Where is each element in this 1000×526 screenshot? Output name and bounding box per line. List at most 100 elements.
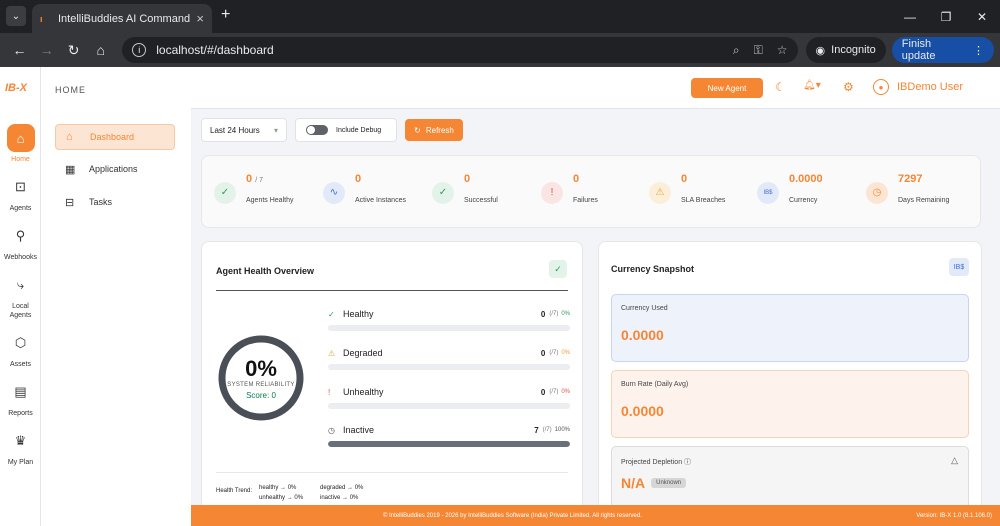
projected-depletion-box: Projected Depletion ⓘ △ N/A Unknown <box>611 446 969 505</box>
footer: © IntelliBuddies 2019 - 2026 by IntelliB… <box>191 505 1000 526</box>
stat-label: Failures <box>573 197 598 204</box>
home-icon[interactable]: ⌂ <box>96 42 105 58</box>
browser-tab[interactable]: ı IntelliBuddies AI Command Center × <box>32 4 212 33</box>
toggle-switch[interactable] <box>306 125 328 135</box>
stat-active-instances: ∿ 0 Active Instances <box>323 156 406 229</box>
back-icon[interactable]: ← <box>12 42 27 58</box>
inbox-icon: ⊟ <box>65 196 75 209</box>
webhook-icon: ⚲ <box>15 228 26 243</box>
stats-strip: ✓ 0 / 7 Agents Healthy ∿ 0 Active Instances ✓… <box>201 155 981 228</box>
new-tab-icon[interactable]: + <box>221 6 231 23</box>
stat-days-remaining: ◷ 7297 Days Remaining <box>866 156 949 229</box>
health-row-total: (/7) <box>549 311 559 317</box>
new-agent-button[interactable]: New Agent <box>691 78 763 98</box>
top-header: New Agent ☾ 🔔︎▾ ⚙ ● IBDemo User <box>191 67 1000 109</box>
forward-icon[interactable]: → <box>39 42 54 58</box>
stat-label: SLA Breaches <box>681 197 726 204</box>
footer-version: Version: IB-X 1.0 (8.1.106.0) <box>916 512 992 519</box>
tab-search-button[interactable]: ⌄ <box>6 6 26 26</box>
status-icon: ⚠ <box>328 348 336 358</box>
restore-icon[interactable]: ❐ <box>940 9 952 24</box>
ring-svg <box>218 335 304 421</box>
user-menu[interactable]: ● IBDemo User <box>873 79 963 95</box>
time-range-select[interactable]: Last 24 Hours ▾ <box>201 118 287 142</box>
finish-update-button[interactable]: Finish update ⋮ <box>891 37 994 63</box>
user-name: IBDemo User <box>897 81 964 93</box>
rail-item-home[interactable]: ⌂ Home <box>0 124 41 164</box>
refresh-button[interactable]: ↻ Refresh <box>405 119 463 141</box>
reliability-percent: 0% <box>245 356 277 381</box>
unknown-badge: Unknown <box>651 478 687 488</box>
chevron-down-icon: ▾ <box>273 125 278 135</box>
include-debug-toggle[interactable]: Include Debug <box>295 118 397 142</box>
health-row-bar-fill <box>328 441 570 447</box>
browser-toolbar: ← → ↻ ⌂ i localhost/#/dashboard ⌕ ⚿ ☆ ◉ … <box>0 33 1000 67</box>
health-row-percent: 0% <box>561 350 570 356</box>
health-row-inactive: ◷ Inactive 7 (/7) 100% <box>328 425 570 447</box>
grid-icon: ▦ <box>65 163 76 176</box>
reliability-score: Score: 0 <box>246 391 276 400</box>
rail-item-my-plan[interactable]: ♛ My Plan <box>0 427 41 467</box>
health-row-bar <box>328 441 570 447</box>
minimize-icon[interactable]: — <box>904 9 916 24</box>
stat-currency: IB$ 0.0000 Currency <box>757 156 823 229</box>
currency-snapshot-card: Currency Snapshot IB$ Currency Used 0.00… <box>598 241 982 505</box>
trend-inactive: inactive → 0% <box>320 495 359 501</box>
favicon-icon: ı <box>40 13 43 24</box>
refresh-label: Refresh <box>425 125 454 135</box>
rail-item-assets[interactable]: ⬡ Assets <box>0 329 41 369</box>
rail-item-webhooks[interactable]: ⚲ Webhooks <box>0 222 41 262</box>
time-range-value: Last 24 Hours <box>210 125 260 135</box>
stat-successful: ✓ 0 Successful <box>432 156 498 229</box>
currency-snapshot-title: Currency Snapshot <box>611 264 695 274</box>
stat-value: 0 <box>464 173 471 185</box>
password-key-icon[interactable]: ⚿ <box>753 42 763 57</box>
health-row-degraded: ⚠ Degraded 0 (/7) 0% <box>328 348 570 370</box>
currency-badge: IB$ <box>949 258 969 276</box>
sidebar-item-applications[interactable]: ▦ Applications <box>55 156 175 182</box>
close-tab-icon[interactable]: × <box>196 11 204 26</box>
reload-icon[interactable]: ↻ <box>67 41 80 58</box>
sidebar-item-tasks[interactable]: ⊟ Tasks <box>55 189 175 215</box>
status-icon: ✓ <box>328 309 335 319</box>
refresh-icon: ↻ <box>414 125 421 135</box>
currency-used-box: Currency Used 0.0000 <box>611 294 969 362</box>
bell-icon[interactable]: 🔔︎▾ <box>803 80 821 91</box>
incognito-indicator[interactable]: ◉ Incognito <box>805 37 886 63</box>
sidebar-item-label: Applications <box>89 164 138 174</box>
stat-value: 0 <box>681 173 688 185</box>
address-bar[interactable]: i localhost/#/dashboard ⌕ ⚿ ☆ <box>122 37 798 63</box>
sidebar-item-dashboard[interactable]: ⌂ Dashboard <box>55 124 175 150</box>
moon-icon[interactable]: ☾ <box>775 80 786 94</box>
stat-icon: ◷ <box>866 181 888 204</box>
burn-rate-box: Burn Rate (Daily Avg) 0.0000 <box>611 370 969 438</box>
health-row-total: (/7) <box>542 427 552 433</box>
gear-icon[interactable]: ⚙ <box>843 80 854 94</box>
currency-used-value: 0.0000 <box>621 327 664 343</box>
rail-item-local-agents[interactable]: ⤷ Local Agents <box>0 271 41 320</box>
projected-depletion-label: Projected Depletion ⓘ <box>621 459 692 466</box>
health-row-bar <box>328 364 570 370</box>
info-icon[interactable]: ⓘ <box>684 459 692 466</box>
rail-label: Home <box>11 156 30 163</box>
rail-item-agents[interactable]: ⊡ Agents <box>0 173 41 213</box>
bookmark-star-icon[interactable]: ☆ <box>776 43 788 57</box>
url-text[interactable]: localhost/#/dashboard <box>156 43 274 57</box>
health-row-healthy: ✓ Healthy 0 (/7) 0% <box>328 309 570 331</box>
trend-unhealthy: unhealthy → 0% <box>259 495 304 501</box>
rail-item-reports[interactable]: ▤ Reports <box>0 378 41 418</box>
incognito-icon: ◉ <box>815 44 826 57</box>
stat-label: Currency <box>789 197 818 204</box>
sidebar-item-label: Dashboard <box>90 132 135 142</box>
stat-label: Active Instances <box>355 197 406 204</box>
close-window-icon[interactable]: ✕ <box>976 9 988 24</box>
stat-agents-healthy: ✓ 0 / 7 Agents Healthy <box>214 156 293 229</box>
sidebar-item-label: Tasks <box>89 197 113 207</box>
ibx-logo[interactable]: IB-X <box>5 82 27 94</box>
agent-health-card: Agent Health Overview ✓ 0% SYSTEM RELIAB… <box>201 241 583 505</box>
site-info-icon[interactable]: i <box>132 43 147 57</box>
ring-track <box>218 335 304 421</box>
zoom-icon[interactable]: ⌕ <box>732 42 740 57</box>
warning-icon: △ <box>951 455 958 465</box>
rail-label: Agents <box>9 205 32 212</box>
